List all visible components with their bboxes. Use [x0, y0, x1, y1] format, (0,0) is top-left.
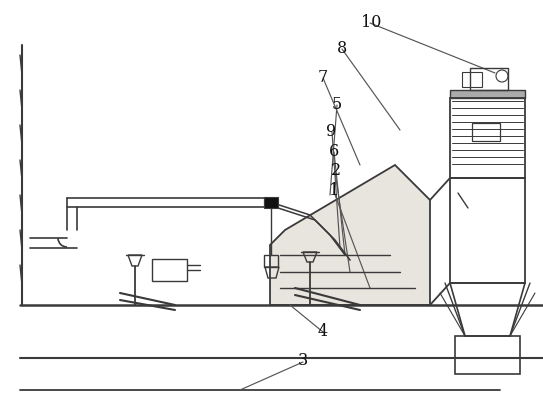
Bar — [450, 98, 525, 178]
Text: 8: 8 — [337, 40, 347, 57]
Text: 7: 7 — [318, 69, 328, 86]
Text: 6: 6 — [329, 143, 339, 160]
Bar — [450, 178, 525, 283]
Bar — [264, 255, 278, 267]
Polygon shape — [270, 165, 430, 305]
Text: 9: 9 — [326, 122, 336, 140]
Bar — [470, 68, 508, 90]
Bar — [152, 259, 187, 281]
Bar — [462, 72, 482, 87]
Bar — [455, 336, 520, 374]
Bar — [472, 123, 500, 141]
Bar — [450, 90, 525, 98]
Text: 10: 10 — [361, 14, 381, 31]
Text: 3: 3 — [298, 352, 308, 369]
Text: 5: 5 — [332, 96, 342, 113]
Text: 4: 4 — [318, 323, 328, 340]
Bar — [264, 198, 276, 207]
Bar — [264, 197, 278, 208]
Text: 1: 1 — [329, 182, 339, 199]
Text: 2: 2 — [331, 162, 340, 180]
